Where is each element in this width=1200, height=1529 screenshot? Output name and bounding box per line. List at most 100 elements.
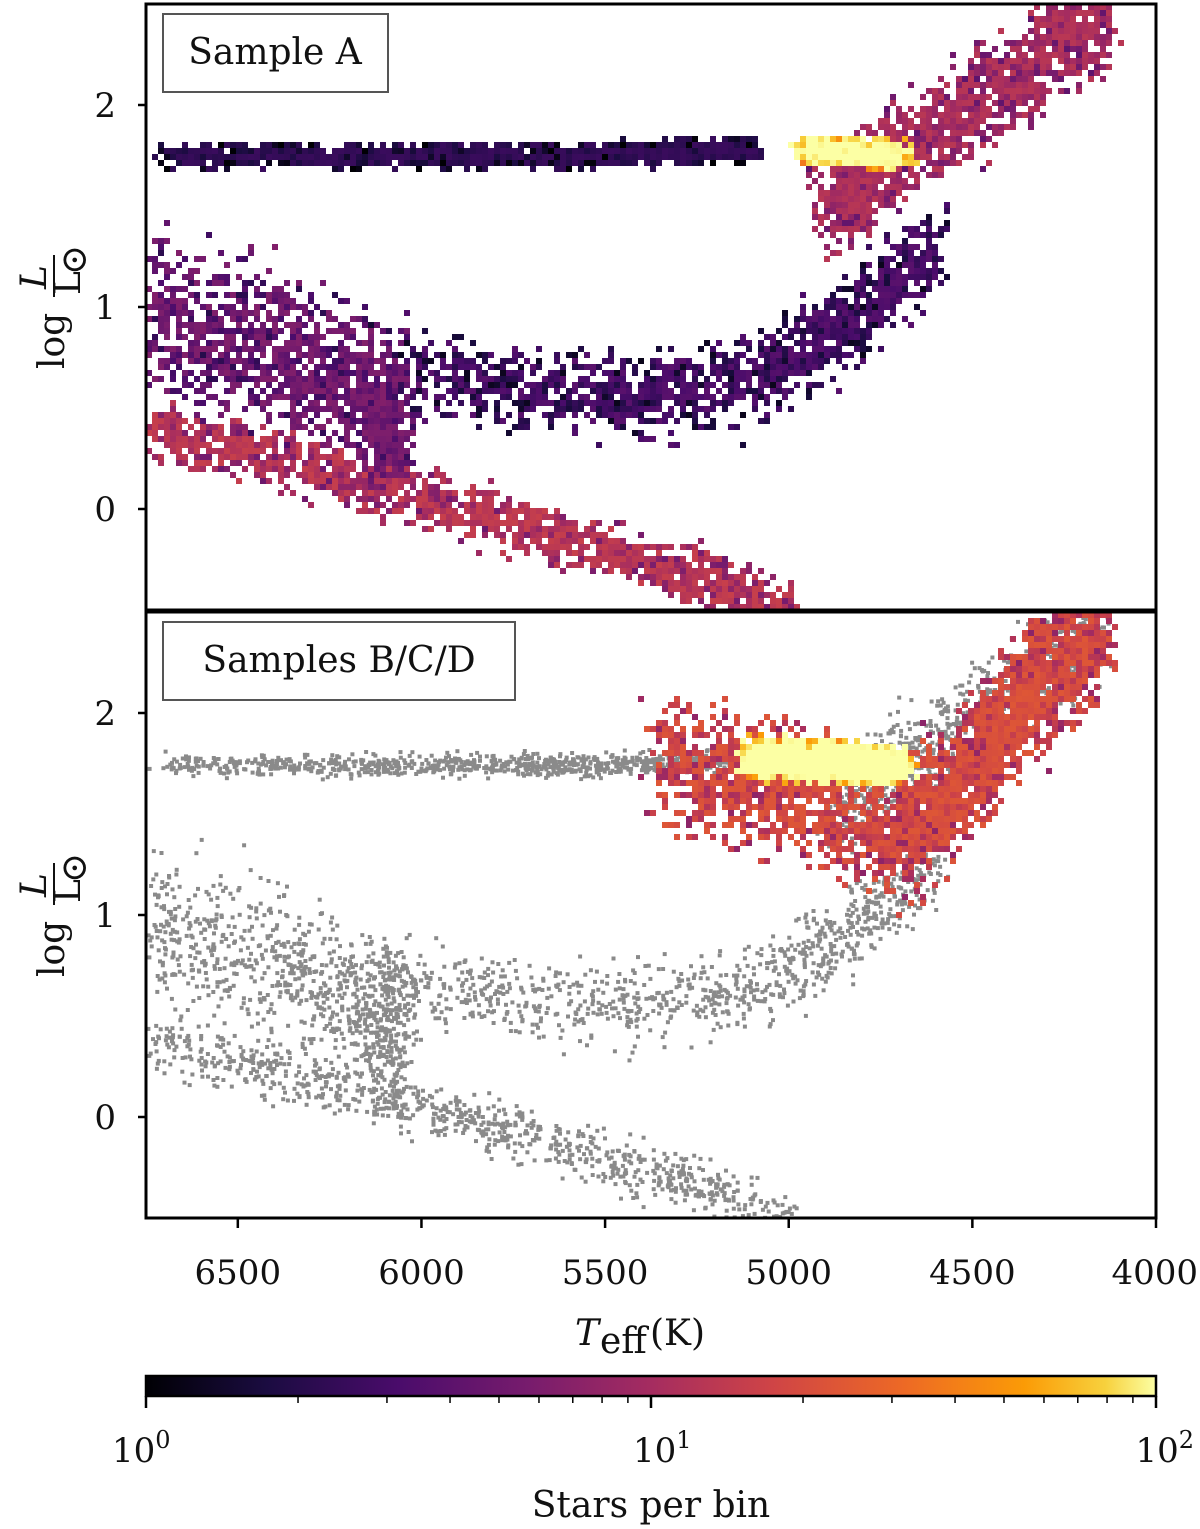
heatmap-bin: [428, 508, 434, 514]
heatmap-bin: [608, 142, 614, 148]
heatmap-bin: [914, 226, 920, 232]
heatmap-bin: [1100, 52, 1106, 58]
heatmap-bin: [620, 556, 626, 562]
heatmap-bin: [224, 388, 230, 394]
background-bin: [652, 1178, 657, 1183]
heatmap-bin: [572, 526, 578, 532]
background-bin: [162, 940, 167, 945]
heatmap-bin: [158, 412, 164, 418]
heatmap-bin: [740, 160, 746, 166]
heatmap-bin: [770, 334, 776, 340]
heatmap-bin: [578, 544, 584, 550]
y-label-denominator: L: [48, 271, 89, 295]
background-bin: [174, 867, 179, 872]
heatmap-bin: [896, 190, 902, 196]
background-bin: [337, 970, 342, 975]
heatmap-bin: [1088, 22, 1094, 28]
heatmap-bin: [392, 142, 398, 148]
background-bin: [206, 1074, 210, 1079]
background-bin: [159, 922, 163, 927]
heatmap-bin: [1082, 16, 1088, 22]
heatmap-bin: [422, 490, 428, 496]
background-bin: [193, 956, 198, 961]
heatmap-bin: [842, 340, 848, 346]
background-bin: [233, 960, 238, 965]
heatmap-bin: [482, 514, 488, 520]
heatmap-bin: [812, 316, 818, 322]
heatmap-bin: [932, 130, 938, 136]
heatmap-bin: [680, 136, 686, 142]
heatmap-bin: [290, 142, 296, 148]
background-bin: [260, 956, 265, 961]
background-bin: [774, 1214, 779, 1218]
heatmap-bin: [290, 382, 296, 388]
heatmap-bin: [854, 328, 860, 334]
background-bin: [327, 988, 332, 992]
heatmap-bin: [1022, 100, 1028, 106]
heatmap-bin: [224, 328, 230, 334]
background-bin: [162, 1071, 167, 1076]
heatmap-bin: [308, 160, 314, 166]
background-bin: [358, 1074, 363, 1079]
heatmap-bin: [902, 124, 908, 130]
background-bin: [346, 1014, 351, 1019]
heatmap-bin: [152, 256, 158, 262]
heatmap-bin: [902, 316, 908, 322]
background-bin: [335, 1012, 340, 1017]
heatmap-bin: [458, 352, 464, 358]
background-bin: [374, 1077, 379, 1082]
heatmap-bin: [734, 154, 740, 160]
background-bin: [657, 1181, 662, 1186]
heatmap-bin: [998, 58, 1004, 64]
background-bin: [178, 954, 183, 959]
background-bin: [360, 1088, 365, 1093]
background-bin: [369, 1023, 374, 1027]
heatmap-bin: [842, 178, 848, 184]
heatmap-bin: [842, 172, 848, 178]
background-bin: [447, 1110, 452, 1115]
heatmap-bin: [470, 148, 476, 154]
heatmap-bin: [266, 310, 272, 316]
heatmap-bin: [788, 598, 794, 604]
heatmap-bin: [1028, 76, 1034, 82]
heatmap-bin: [200, 148, 206, 154]
heatmap-bin: [830, 298, 836, 304]
heatmap-bin: [656, 406, 662, 412]
background-bin: [215, 1034, 220, 1039]
heatmap-bin: [824, 256, 830, 262]
heatmap-bin: [560, 154, 566, 160]
background-bin: [382, 978, 387, 983]
heatmap-bin: [632, 142, 638, 148]
heatmap-bin: [632, 550, 638, 556]
heatmap-bin: [728, 154, 734, 160]
heatmap-bin: [344, 322, 350, 328]
background-bin: [311, 1037, 316, 1041]
heatmap-bin: [404, 454, 410, 460]
heatmap-bin: [146, 424, 152, 430]
heatmap-bin: [1076, 10, 1082, 16]
background-bin: [297, 915, 302, 920]
background-bin: [163, 930, 168, 935]
heatmap-bin: [272, 376, 278, 382]
heatmap-bin: [866, 316, 872, 322]
heatmap-bin: [194, 148, 200, 154]
heatmap-bin: [884, 154, 890, 160]
heatmap-bin: [224, 142, 230, 148]
heatmap-bin: [512, 424, 518, 430]
heatmap-bin: [386, 394, 392, 400]
heatmap-bin: [272, 448, 278, 454]
heatmap-bin: [344, 490, 350, 496]
heatmap-bin: [884, 196, 890, 202]
heatmap-bin: [398, 364, 404, 370]
heatmap-bin: [374, 460, 380, 466]
heatmap-bin: [914, 148, 920, 154]
heatmap-bin: [752, 580, 758, 586]
background-bin: [293, 995, 298, 1000]
heatmap-bin: [698, 550, 704, 556]
heatmap-bin: [368, 490, 374, 496]
heatmap-bin: [926, 124, 932, 130]
background-bin: [486, 1106, 491, 1111]
heatmap-bin: [716, 586, 722, 592]
background-bin: [337, 993, 342, 998]
heatmap-bin: [314, 460, 320, 466]
